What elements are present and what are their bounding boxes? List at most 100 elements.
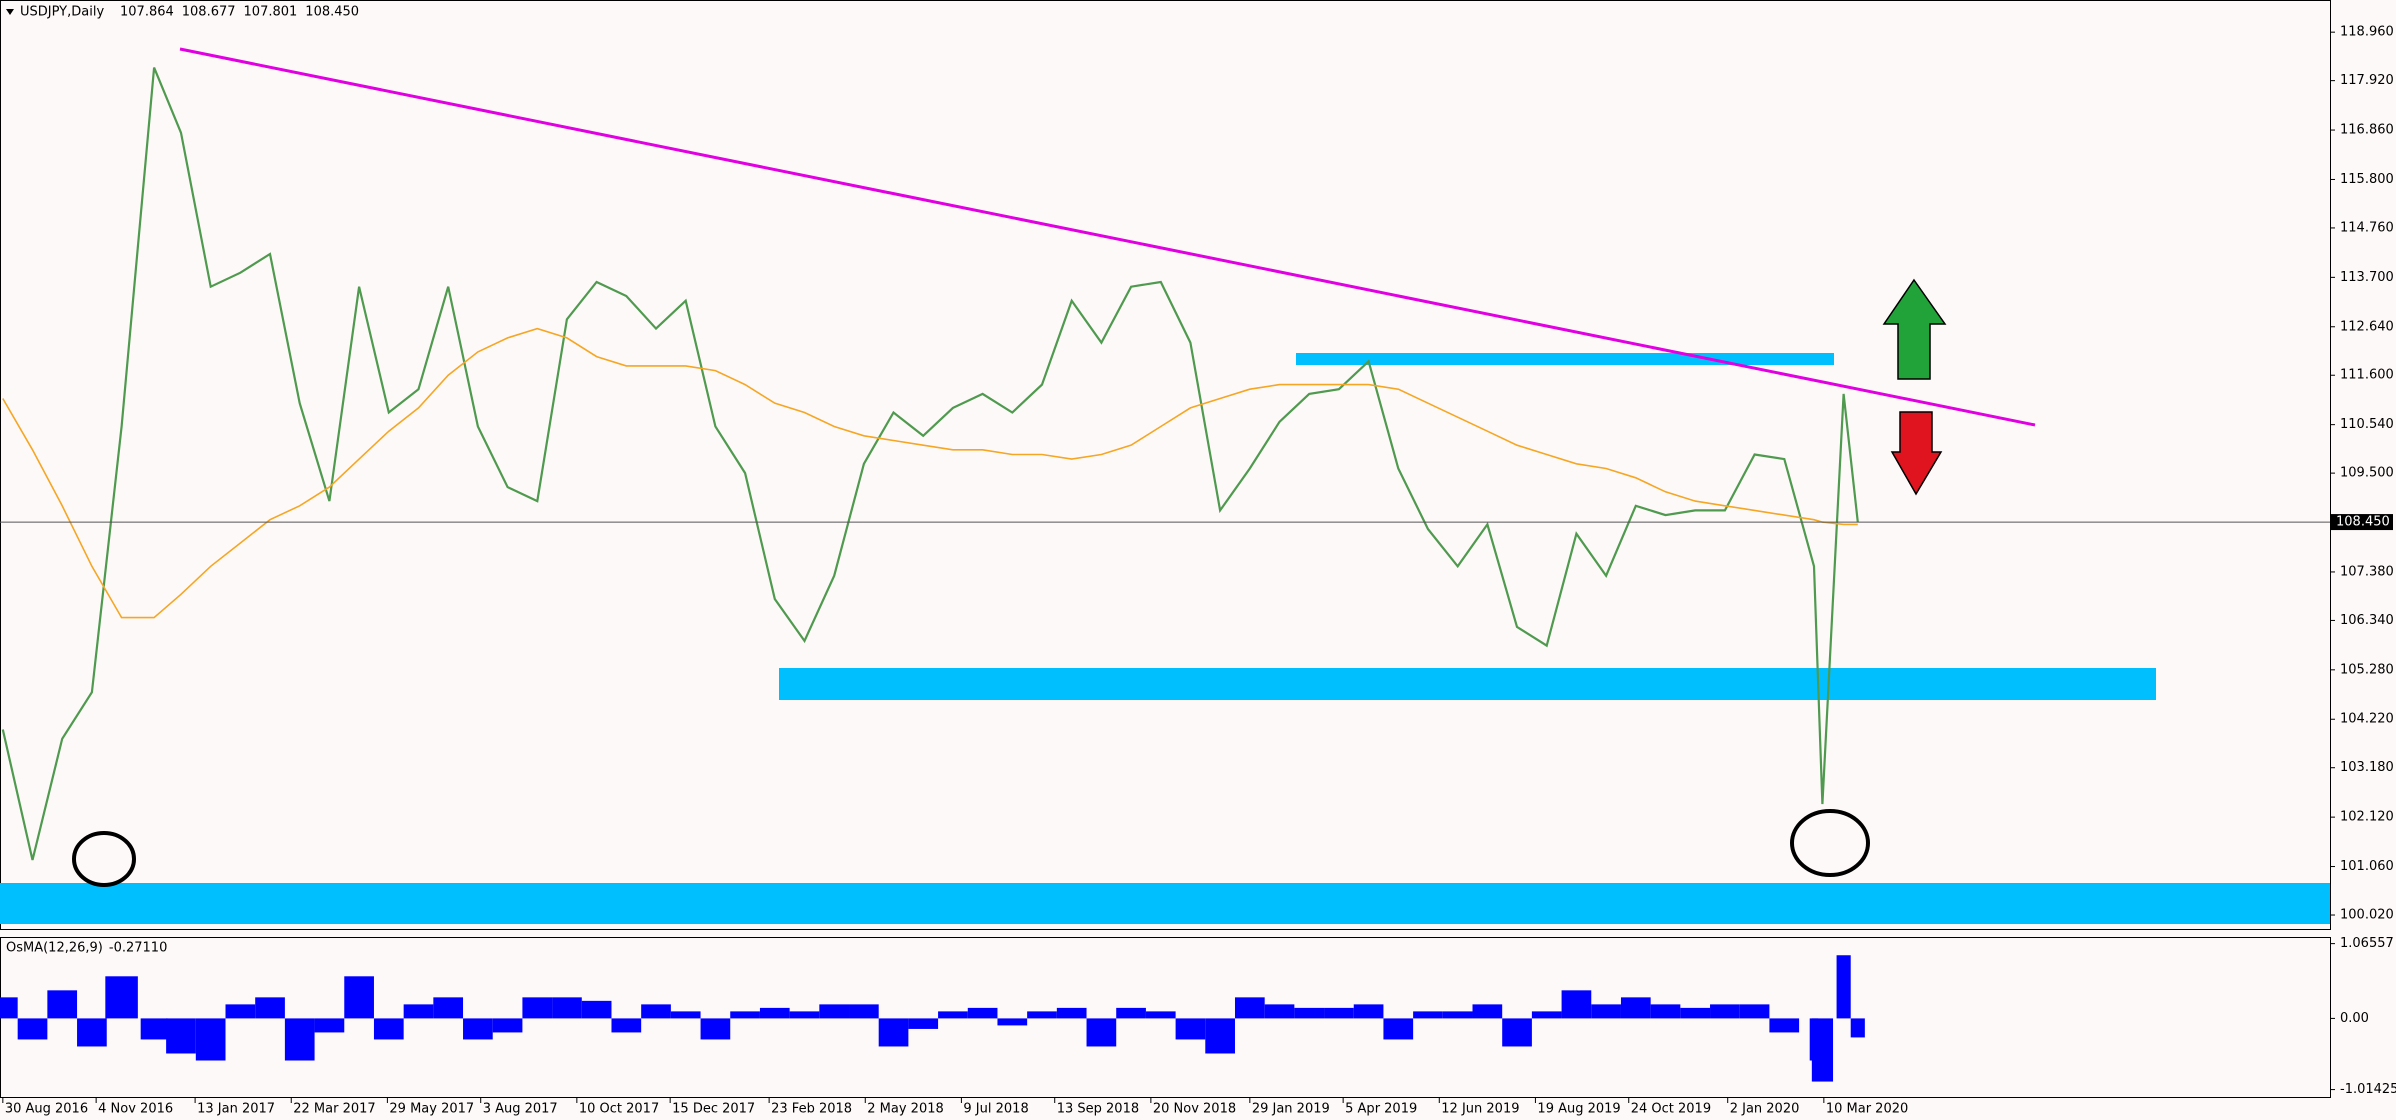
x-tick-label: 24 Oct 2019 [1631, 1102, 1711, 1117]
highlight-circle [1790, 809, 1870, 877]
y-tick-label: 105.280 [2340, 662, 2394, 677]
osma-bar [1353, 1004, 1384, 1019]
osma-bar [819, 1004, 850, 1019]
price-line [1, 67, 1859, 861]
osma-bar [1145, 1011, 1176, 1019]
osma-bar [1620, 997, 1651, 1019]
osma-bar [1264, 1004, 1295, 1019]
osma-bar [1324, 1007, 1354, 1019]
osma-bar [730, 1011, 760, 1019]
osma-bar [1502, 1018, 1532, 1047]
osma-bar [1710, 1004, 1740, 1019]
osma-bar [195, 1018, 226, 1061]
osma-bar [0, 997, 18, 1019]
osma-bar [1472, 1004, 1503, 1019]
y-tick-label: 103.180 [2340, 760, 2394, 775]
support-zone [779, 668, 2156, 700]
osma-bar [789, 1011, 820, 1019]
support-zone [0, 883, 2330, 924]
osma-bar [463, 1018, 493, 1040]
highlight-circle [72, 831, 136, 887]
menu-triangle[interactable] [6, 9, 14, 15]
ohlc-value: 107.801 [244, 5, 298, 20]
y-tick-label: 114.760 [2340, 220, 2394, 235]
osma-bar [1850, 1018, 1865, 1038]
y-tick-label: 104.220 [2340, 712, 2394, 727]
annotation-layer [0, 353, 2330, 924]
osma-bar [1739, 1004, 1770, 1019]
y-tick-label: 113.700 [2340, 270, 2394, 285]
y-tick-label: 110.540 [2340, 417, 2394, 432]
x-tick-label: 13 Jan 2017 [197, 1102, 275, 1117]
y-tick-label: 106.340 [2340, 613, 2394, 628]
osma-bar [47, 990, 78, 1019]
osma-bar [1027, 1011, 1057, 1019]
osma-bar [373, 1018, 404, 1040]
osma-bar [492, 1018, 523, 1033]
y-tick-label: 101.060 [2340, 859, 2394, 874]
osma-bar [403, 1004, 434, 1019]
x-tick-label: 30 Aug 2016 [5, 1102, 88, 1117]
osma-bar [1680, 1007, 1711, 1019]
osma-bar [1442, 1011, 1473, 1019]
osma-bar [225, 1004, 256, 1019]
x-tick-label: 2 Jan 2020 [1730, 1102, 1800, 1117]
y-tick-label: 115.800 [2340, 172, 2394, 187]
osma-bar [522, 997, 553, 1019]
osma-bar [1591, 1004, 1621, 1019]
indicator-value: -0.27110 [109, 941, 167, 956]
osma-bar [17, 1018, 48, 1040]
y-tick-label: 1.06557 [2340, 936, 2394, 951]
current-price-box [2331, 514, 2393, 531]
osma-bar [1650, 1004, 1681, 1019]
ohlc-value: 108.450 [305, 5, 359, 20]
trend-line [179, 47, 2036, 427]
osma-bar [1175, 1018, 1206, 1040]
osma-bar [314, 1018, 345, 1033]
osma-bar [1531, 1011, 1562, 1019]
osma-bar [759, 1007, 790, 1019]
osma-bar [1811, 1018, 1834, 1082]
x-tick-label: 19 Aug 2019 [1537, 1102, 1620, 1117]
y-tick-label: 102.120 [2340, 810, 2394, 825]
ohlc-value: 108.677 [182, 5, 236, 20]
x-tick-label: 2 May 2018 [867, 1102, 944, 1117]
osma-bar [670, 1011, 701, 1019]
y-tick-label: -1.01425 [2340, 1082, 2396, 1097]
y-tick-label: 118.960 [2340, 25, 2394, 40]
osma-bar [1086, 1018, 1117, 1047]
osma-bar [967, 1007, 998, 1019]
osma-bar [77, 1018, 107, 1047]
osma-bar [1234, 997, 1265, 1019]
y-tick-label: 0.00 [2340, 1011, 2369, 1026]
osma-bar [140, 1018, 168, 1040]
down-arrow [1890, 411, 1943, 496]
x-tick-label: 15 Dec 2017 [672, 1102, 755, 1117]
symbol-title: USDJPY,Daily [20, 5, 104, 20]
y-tick-label: 112.640 [2340, 319, 2394, 334]
price-line [2, 327, 1858, 619]
x-tick-label: 29 May 2017 [389, 1102, 474, 1117]
osma-bar [641, 1004, 671, 1019]
x-tick-label: 23 Feb 2018 [771, 1102, 852, 1117]
osma-bar [433, 997, 464, 1019]
osma-bar [1294, 1007, 1325, 1019]
ohlc-value: 107.864 [120, 5, 174, 20]
osma-bar [255, 997, 285, 1019]
osma-bar [1205, 1018, 1235, 1054]
osma-bar [938, 1011, 968, 1019]
osma-bar [700, 1018, 731, 1040]
osma-bar [105, 976, 138, 1019]
drawings [72, 47, 2036, 887]
x-tick-label: 13 Sep 2018 [1057, 1102, 1139, 1117]
osma-bar [849, 1004, 879, 1019]
osma-bar [344, 976, 374, 1019]
osma-bar [1056, 1007, 1087, 1019]
y-tick-label: 100.020 [2340, 908, 2394, 923]
x-tick-label: 29 Jan 2019 [1252, 1102, 1330, 1117]
x-tick-label: 10 Mar 2020 [1826, 1102, 1908, 1117]
osma-bar [908, 1018, 939, 1029]
osma-bar [1561, 990, 1592, 1019]
